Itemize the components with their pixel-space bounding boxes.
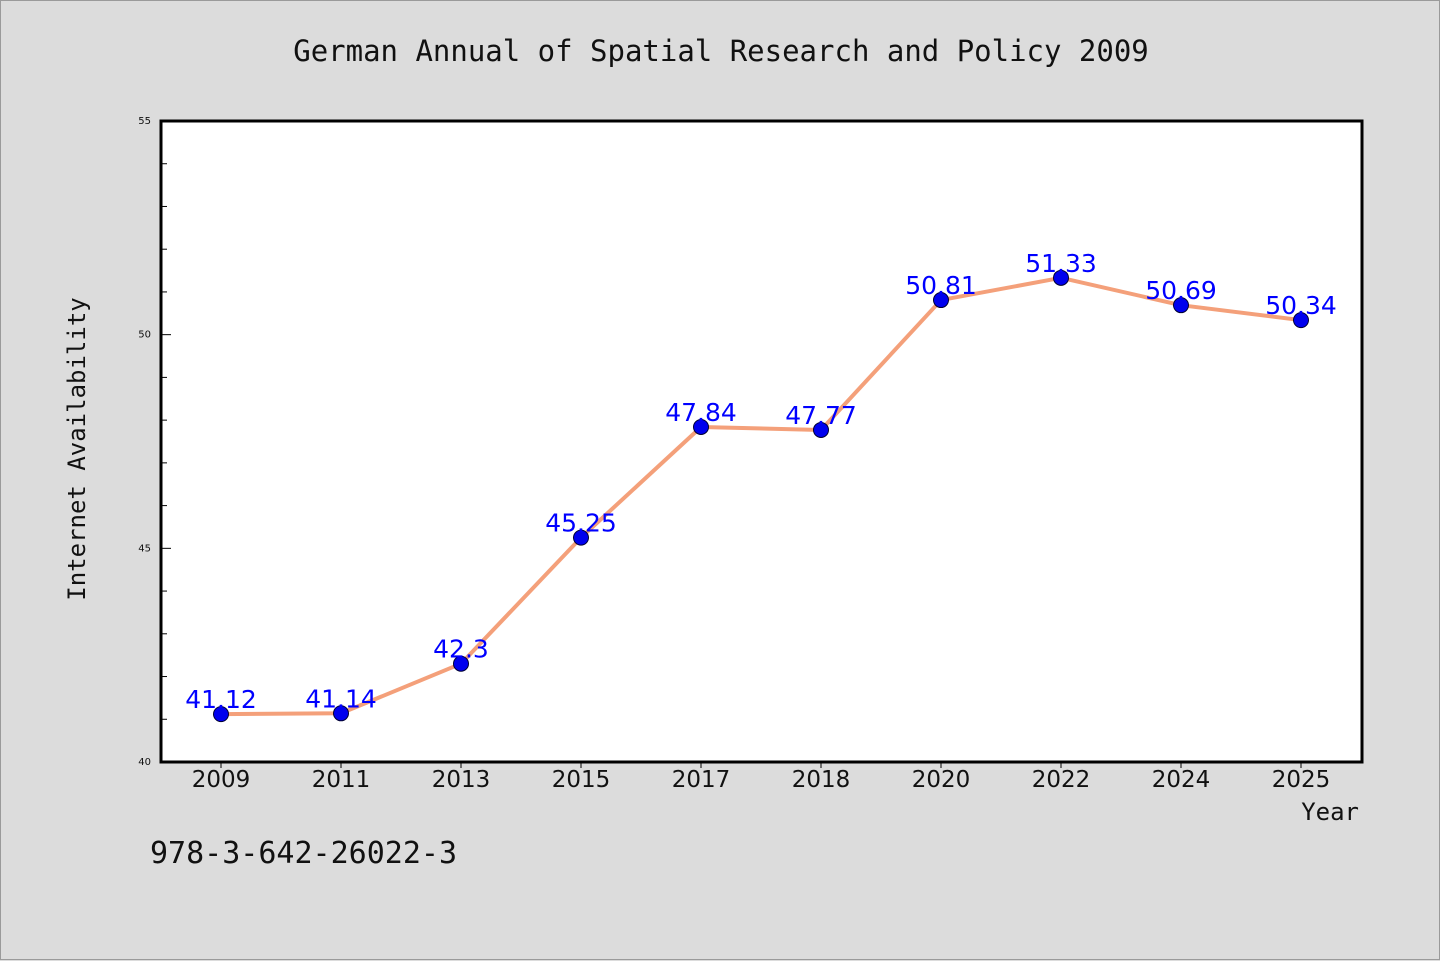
y-tick-label: 40 — [138, 757, 151, 768]
x-tick-label: 2018 — [792, 767, 851, 793]
x-tick-label: 2024 — [1152, 767, 1211, 793]
data-label: 47.84 — [665, 398, 737, 427]
data-label: 50.69 — [1145, 276, 1217, 305]
x-axis-label: Year — [1301, 798, 1359, 826]
x-tick-label: 2009 — [192, 767, 251, 793]
data-label: 47.77 — [785, 401, 857, 430]
data-label: 45.25 — [545, 509, 617, 538]
chart-title: German Annual of Spatial Research and Po… — [293, 34, 1149, 68]
data-point — [1173, 297, 1189, 314]
x-tick-label: 2020 — [912, 767, 971, 793]
data-label: 50.34 — [1265, 291, 1337, 320]
data-label: 41.12 — [185, 685, 257, 714]
x-tick-label: 2013 — [432, 767, 491, 793]
data-label: 51.33 — [1025, 249, 1097, 278]
y-tick-label: 55 — [138, 116, 151, 127]
data-point — [693, 418, 709, 435]
data-point — [813, 421, 829, 438]
data-label: 42.3 — [433, 635, 489, 664]
x-tick-label: 2015 — [552, 767, 611, 793]
x-tick-label: 2025 — [1272, 767, 1331, 793]
data-point — [1293, 312, 1309, 329]
x-tick-label: 2022 — [1032, 767, 1091, 793]
x-tick-label: 2017 — [672, 767, 731, 793]
plot-area — [159, 119, 1364, 764]
series-line — [220, 275, 1302, 717]
data-point — [453, 655, 469, 672]
y-tick-label: 45 — [138, 543, 151, 554]
y-tick-label: 50 — [138, 330, 151, 341]
x-tick-label: 2011 — [312, 767, 371, 793]
data-point — [933, 292, 949, 309]
data-point — [1053, 269, 1069, 286]
data-label: 50.81 — [905, 271, 977, 300]
isbn-footnote: 978-3-642-26022-3 — [150, 836, 458, 871]
data-label: 41.14 — [305, 684, 377, 713]
data-point — [573, 529, 589, 546]
data-point — [333, 705, 349, 722]
data-point — [213, 706, 229, 723]
